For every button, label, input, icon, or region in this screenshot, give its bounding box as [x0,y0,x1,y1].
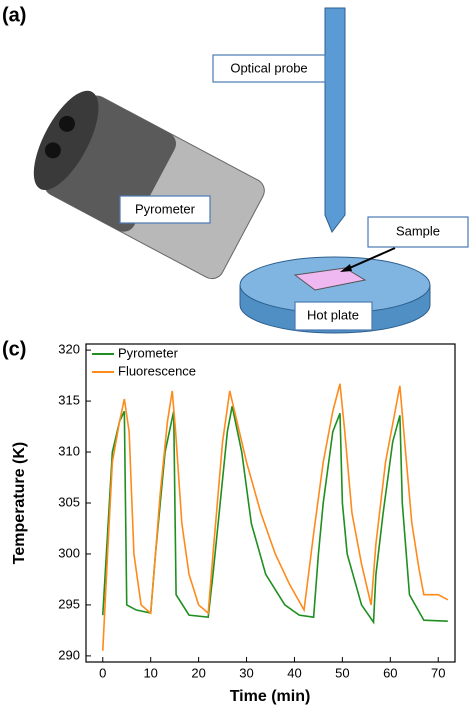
x-tick-label: 10 [143,665,157,680]
legend-label: Pyrometer [118,345,179,360]
diagram-label: Pyrometer [135,201,196,216]
pyrometer-device [33,90,265,280]
diagram-label: Sample [396,223,440,238]
y-tick-label: 315 [58,393,80,408]
legend-label: Fluorescence [118,363,196,378]
series-line [101,406,448,625]
panel-label: (a) [2,4,26,26]
y-tick-label: 305 [58,494,80,509]
panel-label: (c) [2,338,26,360]
y-tick-label: 310 [58,443,80,458]
diagram-label: Hot plate [307,307,359,322]
y-tick-label: 300 [58,545,80,560]
x-tick-label: 60 [383,665,397,680]
y-tick-label: 295 [58,596,80,611]
x-tick-label: 20 [191,665,205,680]
x-tick-label: 70 [431,665,445,680]
x-tick-label: 0 [99,665,106,680]
y-tick-label: 290 [58,647,80,662]
label-box [367,216,469,248]
y-axis-label: Temperature (K) [11,442,28,564]
label-box [212,54,326,83]
label-box [294,301,373,331]
x-tick-label: 40 [287,665,301,680]
series-line [101,383,449,651]
x-tick-label: 30 [239,665,253,680]
optical-probe [324,7,346,233]
arrow [344,247,396,271]
x-axis-label: Time (min) [230,688,311,705]
label-box [119,195,211,224]
sample [293,267,367,291]
y-tick-label: 320 [58,342,80,357]
diagram-label: Optical probe [230,60,307,75]
x-tick-label: 50 [335,665,349,680]
arrow-head [340,264,352,272]
